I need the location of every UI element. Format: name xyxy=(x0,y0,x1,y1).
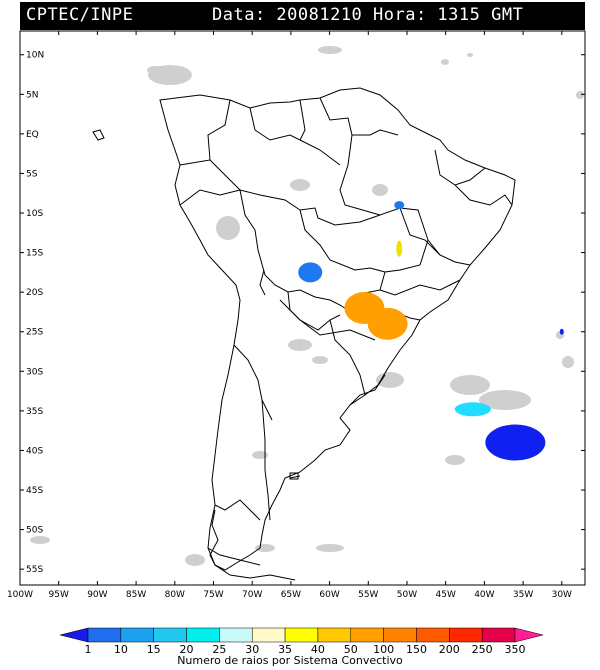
lat-label: 20S xyxy=(26,288,43,298)
colorbar-arrow-left xyxy=(59,627,89,643)
lon-label: 95W xyxy=(49,590,69,600)
lat-label: 5N xyxy=(26,90,38,100)
lon-label: 90W xyxy=(87,590,107,600)
lon-label: 40W xyxy=(474,590,494,600)
lat-label: 10S xyxy=(26,209,43,219)
lon-label: 65W xyxy=(281,590,301,600)
convective-cell xyxy=(396,240,403,257)
lon-label: 80W xyxy=(165,590,185,600)
convective-cell xyxy=(559,328,564,335)
colorbar-swatch xyxy=(449,627,483,643)
colorbar-title: Numero de raios por Sistema Convectivo xyxy=(177,654,403,667)
colorbar-label: 40 xyxy=(311,643,325,656)
lat-label: EQ xyxy=(26,130,39,140)
colorbar-label: 1 xyxy=(85,643,92,656)
colorbar-swatch xyxy=(87,627,122,643)
lat-label: 55S xyxy=(26,565,43,575)
convective-cell xyxy=(485,424,546,461)
lat-label: 35S xyxy=(26,407,43,417)
lon-label: 45W xyxy=(436,590,456,600)
colorbar-swatch xyxy=(284,627,319,643)
country-borders xyxy=(92,87,516,581)
lon-label: 50W xyxy=(397,590,417,600)
header-date-time: Data: 20081210 Hora: 1315 GMT xyxy=(212,5,524,25)
colorbar-label: 15 xyxy=(147,643,161,656)
colorbar-swatch xyxy=(153,627,187,643)
colorbar-swatch xyxy=(186,627,220,643)
lon-label: 100W xyxy=(7,590,33,600)
header-source: CPTEC/INPE xyxy=(26,5,134,25)
colorbar: 1 10 15 20 25 30 35 40 50 100 150 200 250 350 xyxy=(59,627,544,656)
colorbar-swatch xyxy=(383,627,417,643)
lat-label: 45S xyxy=(26,486,43,496)
lon-label: 55W xyxy=(358,590,378,600)
colorbar-label: 30 xyxy=(245,643,259,656)
colorbar-swatch xyxy=(219,627,253,643)
convective-cell xyxy=(298,262,323,283)
colorbar-swatch xyxy=(317,627,352,643)
lon-label: 35W xyxy=(513,590,533,600)
colorbar-label: 150 xyxy=(406,643,427,656)
colorbar-swatch xyxy=(251,627,286,643)
colorbar-swatch xyxy=(120,627,154,643)
colorbar-label: 10 xyxy=(114,643,128,656)
colorbar-swatch xyxy=(416,627,450,643)
colorbar-swatch xyxy=(350,627,384,643)
lat-label: 10N xyxy=(26,51,44,61)
convective-cell xyxy=(367,307,408,340)
lon-label: 30W xyxy=(552,590,572,600)
colorbar-label: 35 xyxy=(278,643,292,656)
colorbar-label: 100 xyxy=(373,643,394,656)
lon-label: 85W xyxy=(126,590,146,600)
convective-cells xyxy=(298,201,564,461)
lat-label: 5S xyxy=(26,169,38,179)
lon-label: 75W xyxy=(203,590,223,600)
colorbar-label: 250 xyxy=(472,643,493,656)
colorbar-label: 50 xyxy=(344,643,358,656)
colorbar-label: 25 xyxy=(212,643,226,656)
convective-cell xyxy=(394,201,405,210)
cloud-field xyxy=(30,46,584,566)
lat-label: 40S xyxy=(26,446,43,456)
colorbar-arrow-right xyxy=(514,627,544,643)
lon-label: 70W xyxy=(242,590,262,600)
colorbar-label: 20 xyxy=(180,643,194,656)
lat-label: 30S xyxy=(26,367,43,377)
colorbar-swatch xyxy=(481,627,516,643)
map-axes: 10N 5N EQ 5S 10S 15S 20S 25S 30S 35S 40S 45S 50S 55S 1… xyxy=(7,31,585,600)
map-frame xyxy=(19,30,586,586)
map-border xyxy=(19,30,586,586)
colorbar-label: 350 xyxy=(505,643,526,656)
colorbar-label: 200 xyxy=(439,643,460,656)
convective-cell xyxy=(454,402,491,417)
lat-label: 15S xyxy=(26,249,43,259)
lon-label: 60W xyxy=(319,590,339,600)
lat-label: 25S xyxy=(26,328,43,338)
map-header: CPTEC/INPE Data: 20081210 Hora: 1315 GMT xyxy=(20,2,585,30)
lat-label: 50S xyxy=(26,526,43,536)
